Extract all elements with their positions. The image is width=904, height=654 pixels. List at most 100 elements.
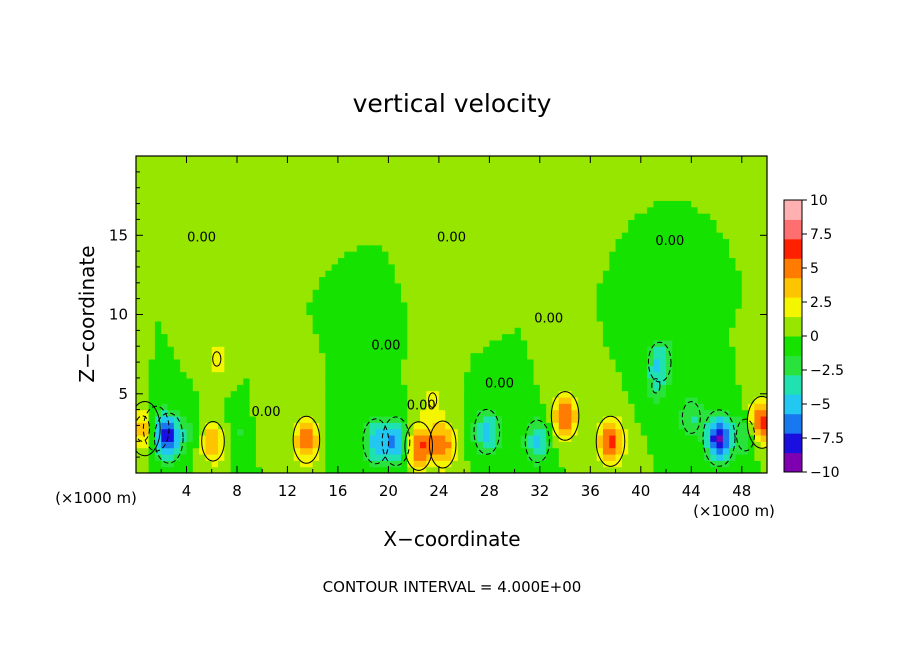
heatmap-cell [445,390,453,398]
heatmap-cell [205,415,213,423]
heatmap-cell [634,371,642,379]
heatmap-cell [520,346,528,354]
heatmap-cell [684,453,692,461]
heatmap-cell [495,282,503,290]
heatmap-cell [312,295,320,303]
heatmap-cell [154,301,162,309]
heatmap-cell [236,371,244,379]
heatmap-cell [596,466,604,473]
heatmap-cell [684,384,692,392]
heatmap-cell [255,238,263,246]
heatmap-cell [249,327,257,335]
heatmap-cell [419,384,427,392]
heatmap-cell [199,308,207,316]
heatmap-cell [287,352,295,360]
heatmap-cell [520,162,528,170]
heatmap-cell [243,466,251,473]
heatmap-cell [634,441,642,449]
heatmap-cell [483,257,490,265]
heatmap-cell [684,200,692,208]
heatmap-cell [577,460,585,468]
heatmap-cell [760,415,767,423]
heatmap-cell [388,358,396,366]
heatmap-cell [735,257,743,265]
heatmap-cell [148,187,156,195]
heatmap-cell [375,365,383,373]
heatmap-cell [457,352,465,360]
heatmap-cell [230,409,238,417]
heatmap-cell [558,428,566,436]
heatmap-cell [401,282,408,290]
heatmap-cell [306,181,314,189]
heatmap-cell [432,251,440,259]
heatmap-cell [337,162,345,170]
heatmap-cell [382,346,389,354]
heatmap-cell [520,270,528,278]
heatmap-cell [722,434,730,442]
heatmap-cell [331,194,339,201]
heatmap-cell [350,415,358,423]
heatmap-cell [356,327,364,335]
heatmap-cell [173,352,181,360]
heatmap-cell [735,365,743,373]
heatmap-cell [186,447,194,455]
heatmap-cell [735,346,743,354]
heatmap-cell [710,314,718,322]
heatmap-cell [615,206,623,214]
heatmap-cell [710,295,718,303]
heatmap-cell [293,225,301,233]
heatmap-cell [754,219,762,227]
heatmap-cell [678,257,686,265]
heatmap-cell [407,428,415,436]
heatmap-cell [350,263,358,271]
heatmap-cell [426,175,434,182]
heatmap-cell [577,187,585,195]
heatmap-cell [489,225,497,233]
heatmap-cell [703,156,711,163]
heatmap-cell [255,415,263,423]
heatmap-cell [621,200,629,208]
heatmap-cell [312,352,320,360]
heatmap-cell [255,168,263,176]
heatmap-cell [369,409,377,417]
heatmap-cell [262,352,270,360]
heatmap-cell [243,162,251,170]
heatmap-cell [741,295,749,303]
heatmap-cell [514,295,522,303]
heatmap-cell [476,162,484,170]
heatmap-cell [382,194,389,201]
heatmap-cell [369,384,377,392]
heatmap-cell [565,194,572,201]
heatmap-cell [514,409,522,417]
heatmap-cell [287,339,295,347]
heatmap-cell [438,301,446,309]
heatmap-cell [287,441,295,449]
heatmap-cell [445,244,453,252]
heatmap-cell [483,365,490,373]
heatmap-cell [451,434,459,442]
heatmap-cell [552,187,560,195]
heatmap-cell [401,390,408,398]
heatmap-cell [590,194,598,201]
heatmap-cell [426,270,434,278]
heatmap-cell [401,276,408,284]
heatmap-cell [647,422,655,430]
heatmap-cell [281,187,289,195]
heatmap-cell [539,181,547,189]
heatmap-cell [483,162,490,170]
heatmap-cell [716,384,724,392]
heatmap-cell [703,409,711,417]
heatmap-cell [192,415,200,423]
heatmap-cell [205,358,213,366]
heatmap-cell [142,409,150,417]
heatmap-cell [350,333,358,341]
heatmap-cell [495,194,503,201]
heatmap-cell [154,251,162,259]
heatmap-cell [369,263,377,271]
heatmap-cell [552,365,560,373]
heatmap-cell [445,175,453,182]
heatmap-cell [546,232,554,240]
heatmap-cell [571,194,579,201]
heatmap-cell [281,181,289,189]
heatmap-cell [300,263,307,271]
